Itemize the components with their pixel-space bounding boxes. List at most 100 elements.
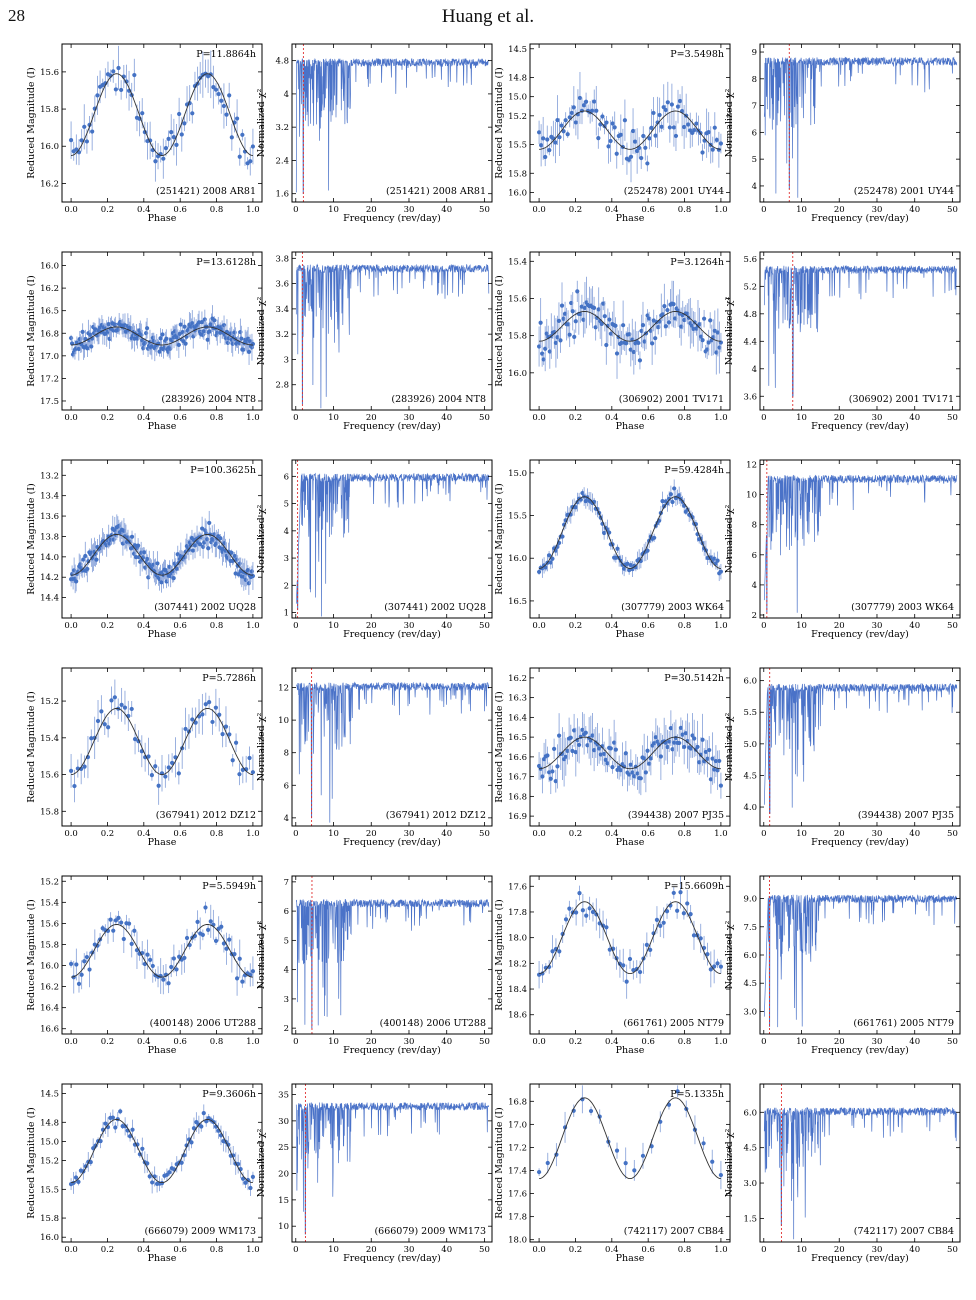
data-point — [706, 130, 711, 135]
x-axis-label: Phase — [148, 837, 177, 848]
data-point — [715, 768, 720, 773]
object-label: (307441) 2002 UQ28 — [154, 602, 256, 613]
data-point — [619, 340, 624, 345]
data-point — [605, 761, 610, 766]
data-point — [692, 127, 697, 133]
data-point — [95, 93, 100, 98]
data-point — [248, 159, 253, 164]
axes-frame — [759, 43, 961, 203]
data-point — [540, 351, 545, 356]
data-point — [572, 334, 577, 339]
data-point — [592, 748, 597, 753]
data-point — [575, 737, 580, 743]
data-point — [145, 1161, 150, 1166]
data-point — [665, 100, 670, 105]
x-axis-label: Frequency (rev/day) — [343, 1253, 441, 1264]
y-tick-label: 16.5 — [508, 733, 527, 743]
data-point — [73, 1175, 79, 1180]
plot-area — [763, 44, 958, 202]
data-point — [689, 323, 694, 328]
y-tick-label: 15.8 — [508, 332, 527, 342]
data-point — [153, 764, 158, 769]
y-tick-label: 35 — [278, 1091, 289, 1101]
data-point — [639, 155, 644, 161]
plot-area — [763, 668, 958, 826]
x-tick-label: 1.0 — [714, 205, 728, 215]
y-tick-label: 3.2 — [275, 123, 289, 133]
data-point — [621, 323, 626, 328]
y-tick-label: 8 — [284, 749, 289, 759]
y-tick-label: 16.0 — [508, 188, 527, 198]
data-point — [718, 783, 724, 788]
data-point — [702, 316, 707, 321]
x-tick-label: 30 — [872, 829, 883, 839]
data-point — [211, 537, 216, 542]
y-tick-label: 15.8 — [40, 105, 59, 115]
axes-frame — [291, 251, 493, 411]
data-point — [718, 141, 724, 146]
data-point — [575, 289, 580, 294]
data-point — [200, 712, 205, 717]
data-point — [205, 537, 210, 542]
object-label: (252478) 2001 UY44 — [624, 186, 724, 197]
data-point — [590, 909, 596, 915]
data-point — [671, 302, 676, 307]
data-point — [190, 321, 195, 326]
data-point — [220, 732, 225, 737]
y-tick-label: 18.2 — [508, 959, 527, 969]
x-tick-label: 30 — [404, 413, 415, 423]
x-tick-label: 1.0 — [246, 413, 260, 423]
data-point — [571, 105, 576, 110]
data-point — [174, 967, 179, 972]
y-tick-label: 6 — [284, 472, 289, 482]
data-point — [163, 774, 168, 779]
x-tick-label: 40 — [441, 1037, 452, 1047]
data-point — [575, 500, 580, 505]
data-point — [168, 346, 173, 351]
y-tick-label: 3.6 — [743, 392, 757, 402]
data-point — [593, 325, 598, 330]
data-point — [712, 964, 717, 969]
y-tick-label: 25 — [278, 1143, 289, 1153]
data-point — [68, 335, 74, 341]
y-tick-label: 14.8 — [40, 1118, 59, 1128]
y-axis-label: Reduced Magnitude (I) — [26, 275, 37, 386]
data-point — [171, 134, 176, 140]
y-tick-label: 14.2 — [40, 573, 59, 583]
data-point — [201, 544, 206, 549]
y-axis-label: Reduced Magnitude (I) — [26, 1107, 37, 1218]
data-point — [645, 161, 650, 166]
data-point — [87, 967, 92, 972]
data-point — [560, 534, 565, 539]
data-point — [651, 110, 656, 116]
y-tick-label: 4 — [752, 182, 757, 192]
data-point — [563, 118, 568, 123]
data-point — [202, 540, 207, 545]
data-point — [557, 733, 562, 738]
data-point — [129, 941, 134, 946]
data-point — [642, 339, 647, 344]
data-point — [68, 961, 74, 966]
y-tick-label: 10 — [746, 491, 757, 501]
y-tick-label: 8 — [752, 521, 757, 531]
data-point — [155, 561, 160, 566]
period-label: P=9.3606h — [202, 1089, 256, 1100]
data-point — [166, 136, 171, 141]
model-curve — [539, 1097, 721, 1180]
y-tick-label: 4.4 — [743, 337, 757, 347]
data-point — [240, 132, 245, 137]
data-point — [116, 523, 121, 529]
data-point — [203, 702, 208, 707]
data-point — [203, 905, 208, 910]
x-tick-label: 1.0 — [246, 829, 260, 839]
y-tick-label: 4 — [284, 90, 289, 100]
lightcurve-panel-22: 0.0 0.2 0.4 0.6 0.8 1.0 16.8 17.0 17.2 17.4 17.6 17… — [494, 1083, 731, 1264]
data-point — [708, 318, 713, 323]
data-point — [595, 315, 600, 321]
x-tick-label: 1.0 — [714, 1245, 728, 1255]
data-point — [663, 107, 668, 113]
y-tick-label: 4.8 — [275, 57, 289, 67]
data-point — [668, 726, 673, 731]
y-tick-label: 20 — [278, 1170, 289, 1180]
data-point — [111, 69, 116, 74]
